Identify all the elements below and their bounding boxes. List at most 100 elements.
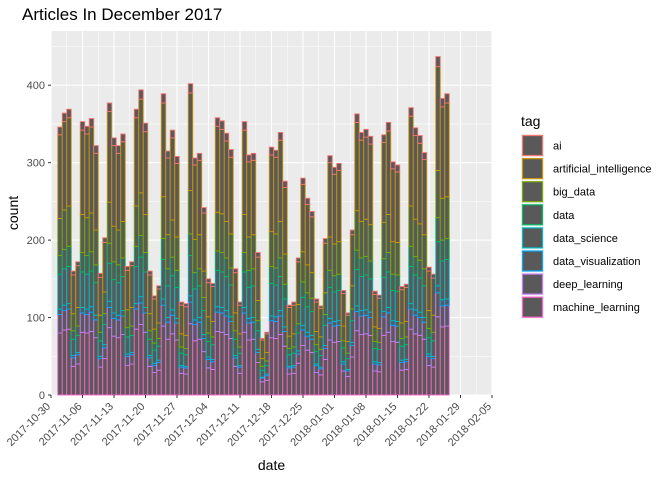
bar-segment-machine_learning — [97, 366, 104, 396]
bar-segment-big_data — [367, 224, 374, 262]
bar-segment-ai — [210, 283, 216, 288]
bar-segment-artificial_intelligence — [75, 265, 81, 308]
bar-segment-data — [358, 257, 365, 277]
bar-segment-big_data — [196, 234, 203, 270]
bar-segment-data_science — [165, 285, 171, 319]
bar-segment-data_visualization — [160, 298, 167, 306]
bar-segment-deep_learning — [255, 351, 261, 363]
bar-segment-big_data — [268, 231, 275, 267]
legend-label-ai: ai — [553, 141, 562, 153]
bar-segment-machine_learning — [385, 331, 392, 396]
bar-segment-data_science — [111, 279, 117, 314]
bar-segment-ai — [268, 146, 275, 156]
bar-segment-artificial_intelligence — [372, 293, 378, 328]
bar-segment-data — [79, 252, 86, 273]
bar-segment-data_science — [322, 324, 329, 346]
bar-segment-data_science — [201, 310, 207, 336]
bar-segment-artificial_intelligence — [264, 333, 270, 353]
bar-segment-data_science — [205, 341, 212, 358]
bar-segment-machine_learning — [57, 332, 63, 396]
bar-segment-data — [336, 273, 342, 291]
bar-segment-ai — [183, 303, 189, 308]
bar-segment-deep_learning — [331, 325, 338, 343]
bar-segment-ai — [165, 150, 171, 159]
bar-segment-deep_learning — [138, 302, 144, 325]
bar-segment-big_data — [309, 272, 315, 299]
bar-segment-deep_learning — [430, 358, 437, 368]
bar-segment-big_data — [205, 316, 212, 334]
bar-segment-deep_learning — [232, 357, 239, 367]
bar-segment-artificial_intelligence — [61, 121, 68, 211]
bar-segment-data_science — [399, 345, 405, 361]
bar-segment-deep_learning — [75, 354, 81, 365]
bar-segment-data_visualization — [192, 319, 198, 325]
bar-segment-artificial_intelligence — [390, 168, 396, 243]
bar-segment-deep_learning — [268, 320, 275, 339]
bar-segment-artificial_intelligence — [133, 117, 140, 207]
bar-segment-ai — [160, 93, 167, 104]
bar-segment-data_science — [264, 365, 270, 375]
bar-segment-ai — [196, 152, 203, 161]
bar-segment-big_data — [237, 333, 243, 348]
bar-segment-data_visualization — [106, 300, 113, 308]
bar-segment-artificial_intelligence — [241, 129, 248, 215]
bar-segment-machine_learning — [291, 372, 297, 396]
bar-segment-machine_learning — [426, 365, 432, 396]
bar-segment-artificial_intelligence — [250, 159, 257, 236]
bar-segment-ai — [417, 135, 423, 144]
bar-segment-artificial_intelligence — [309, 216, 315, 274]
bar-segment-data_science — [363, 274, 369, 311]
bar-segment-data — [106, 242, 113, 264]
bar-segment-data — [219, 252, 225, 273]
bar-segment-data_visualization — [115, 314, 122, 321]
bar-segment-data_science — [183, 354, 189, 367]
legend-label-data_science: data_science — [553, 233, 618, 245]
bar-segment-ai — [318, 305, 324, 309]
bar-segment-data_science — [435, 241, 441, 287]
legend-label-machine_learning: machine_learning — [553, 302, 640, 314]
bar-segment-deep_learning — [147, 357, 153, 367]
bar-segment-ai — [430, 273, 437, 279]
bar-segment-artificial_intelligence — [277, 139, 284, 222]
bar-segment-machine_learning — [336, 341, 342, 396]
bar-segment-big_data — [165, 234, 171, 270]
bar-segment-big_data — [417, 223, 423, 261]
bar-segment-machine_learning — [232, 365, 239, 396]
bar-segment-data_visualization — [349, 341, 356, 346]
bar-segment-big_data — [88, 212, 95, 253]
legend-key-machine_learning — [521, 296, 544, 318]
bar-segment-big_data — [385, 214, 392, 253]
bar-segment-ai — [259, 338, 266, 341]
bar-segment-machine_learning — [417, 334, 423, 396]
bar-segment-ai — [241, 121, 248, 131]
bar-segment-data — [304, 292, 311, 308]
bar-segment-big_data — [421, 234, 428, 270]
bar-segment-big_data — [345, 341, 351, 354]
bar-segment-ai — [66, 108, 72, 119]
bar-segment-ai — [309, 211, 315, 218]
bar-segment-deep_learning — [70, 357, 77, 367]
bar-segment-big_data — [426, 310, 432, 329]
bar-segment-data_science — [79, 271, 86, 308]
bar-segment-deep_learning — [93, 319, 99, 339]
bar-segment-data_visualization — [367, 311, 374, 319]
bar-segment-deep_learning — [228, 320, 234, 339]
bar-segment-data — [57, 255, 63, 275]
bar-segment-deep_learning — [192, 324, 198, 342]
bar-segment-data — [129, 325, 135, 336]
bar-segment-data_science — [214, 269, 221, 308]
bar-segment-data — [138, 235, 144, 258]
bar-segment-data_science — [174, 286, 180, 319]
bar-segment-deep_learning — [300, 329, 306, 346]
bar-segment-ai — [147, 270, 153, 276]
bar-segment-artificial_intelligence — [160, 102, 167, 198]
bar-segment-ai — [336, 162, 342, 171]
bar-segment-data — [97, 331, 104, 342]
bar-segment-machine_learning — [70, 365, 77, 396]
bar-segment-ai — [295, 257, 302, 263]
bar-segment-deep_learning — [183, 367, 189, 375]
bar-segment-ai — [84, 125, 90, 135]
bar-segment-artificial_intelligence — [412, 135, 419, 220]
bar-segment-artificial_intelligence — [381, 142, 387, 223]
bar-segment-machine_learning — [66, 328, 72, 396]
